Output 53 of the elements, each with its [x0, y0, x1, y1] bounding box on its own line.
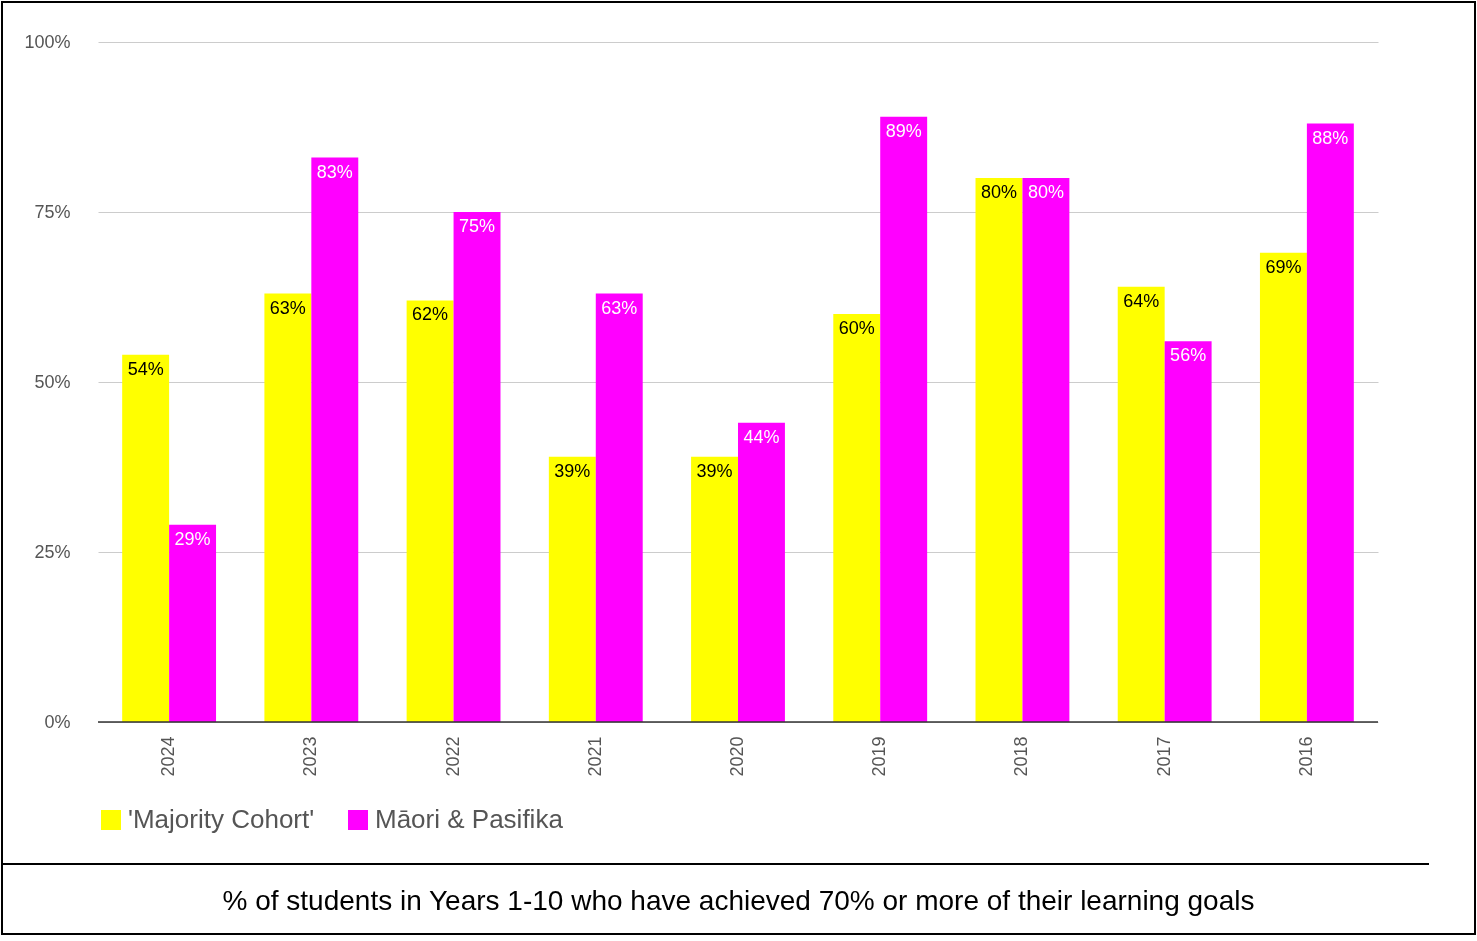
- x-tick-label: 2019: [869, 736, 890, 777]
- x-tick-label: 2022: [442, 736, 463, 777]
- bar: [453, 212, 501, 722]
- data-label: 56%: [1170, 345, 1207, 366]
- bar: [595, 293, 643, 722]
- data-label: 44%: [743, 426, 780, 447]
- bar: [406, 300, 454, 722]
- legend-label: 'Majority Cohort': [128, 804, 315, 834]
- bar: [1259, 252, 1307, 722]
- bar: [1164, 341, 1212, 722]
- y-tick-label: 75%: [34, 201, 71, 222]
- bar: [1117, 286, 1165, 722]
- y-tick-label: 0%: [44, 711, 71, 732]
- x-tick-label: 2016: [1295, 736, 1316, 777]
- bar: [169, 524, 217, 722]
- x-tick-label: 2024: [158, 736, 179, 777]
- data-label: 39%: [554, 460, 591, 481]
- bar: [833, 314, 881, 722]
- data-label: 54%: [127, 358, 164, 379]
- legend-label: Māori & Pasifika: [375, 804, 564, 834]
- text: % of students in Years 1-10 who have achieved 70% or more of their learning goals: [221, 884, 1256, 918]
- y-tick-label: 25%: [34, 541, 71, 562]
- x-tick-label: 2018: [1011, 736, 1032, 777]
- data-label: 60%: [838, 318, 875, 338]
- data-label: 75%: [459, 216, 496, 236]
- data-label: 62%: [412, 304, 449, 325]
- data-label: 63%: [269, 297, 306, 318]
- data-label: 64%: [1123, 290, 1160, 311]
- data-label: 88%: [1312, 127, 1349, 148]
- data-label: 89%: [885, 120, 922, 141]
- x-tick-label: 2020: [727, 736, 747, 777]
- bar: [691, 456, 738, 722]
- y-tick-label: 50%: [34, 371, 71, 392]
- bar: [880, 116, 928, 722]
- data-label: 80%: [980, 182, 1017, 202]
- bar: [311, 157, 359, 722]
- y-tick-label: 100%: [24, 31, 71, 52]
- data-label: 83%: [316, 161, 353, 182]
- data-label: 69%: [1265, 256, 1302, 277]
- x-tick-label: 2017: [1153, 736, 1174, 777]
- data-label: 63%: [601, 297, 638, 318]
- bar: [122, 354, 170, 722]
- data-label: 39%: [696, 460, 733, 481]
- bar: [264, 293, 312, 722]
- x-tick-label: 2021: [584, 736, 605, 777]
- bar: [1022, 178, 1070, 722]
- bar: [975, 178, 1023, 722]
- data-label: 29%: [174, 528, 211, 549]
- bar: [738, 422, 785, 722]
- bar: [548, 456, 596, 722]
- x-tick-label: 2023: [300, 736, 321, 777]
- bar: [1306, 123, 1354, 722]
- data-label: 80%: [1027, 182, 1064, 202]
